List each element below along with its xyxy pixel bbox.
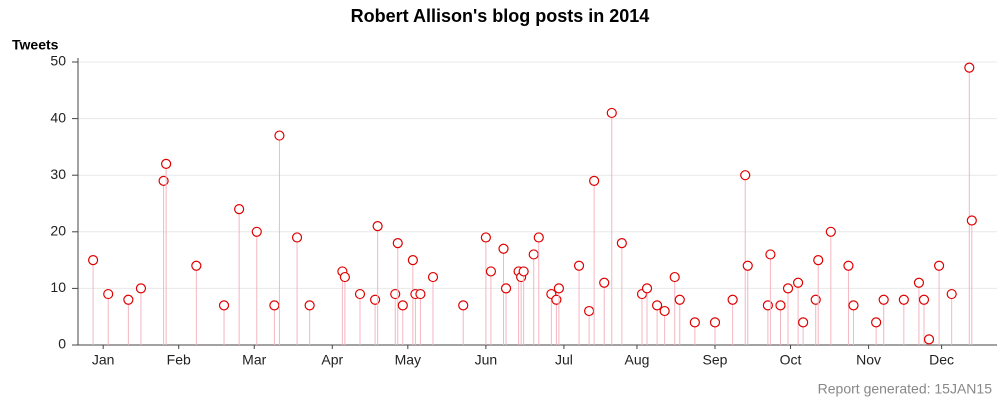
chart-title: Robert Allison's blog posts in 2014 — [351, 6, 650, 26]
marker — [392, 238, 403, 249]
marker — [727, 294, 738, 305]
marker — [407, 255, 418, 266]
marker — [659, 305, 670, 317]
marker — [291, 232, 303, 243]
y-tick-label: 30 — [50, 166, 66, 182]
marker — [913, 277, 925, 288]
marker — [158, 175, 169, 186]
marker — [304, 300, 315, 311]
marker — [161, 158, 172, 169]
marker — [792, 277, 804, 288]
marker — [798, 317, 809, 328]
x-tick-label: Dec — [929, 352, 954, 368]
x-tick-label: Jul — [555, 352, 573, 368]
x-tick-label: Nov — [856, 352, 881, 368]
marker — [427, 271, 439, 283]
marker — [848, 300, 859, 311]
marker — [551, 294, 562, 305]
marker — [191, 260, 202, 271]
marker — [918, 294, 930, 305]
marker — [825, 226, 836, 237]
marker — [616, 238, 627, 249]
x-tick-label: Aug — [624, 352, 649, 368]
marker — [498, 243, 509, 254]
marker — [946, 288, 957, 300]
marker — [709, 317, 721, 328]
marker — [742, 260, 753, 271]
marker — [606, 107, 617, 119]
marker — [843, 260, 854, 271]
marker — [775, 300, 786, 311]
marker — [669, 271, 680, 283]
marker — [762, 300, 773, 311]
marker — [103, 288, 114, 300]
marker — [500, 283, 512, 294]
marker — [813, 255, 824, 266]
marker — [871, 317, 882, 328]
marker — [573, 260, 585, 271]
marker — [480, 232, 491, 243]
marker — [274, 130, 285, 141]
marker — [599, 277, 610, 288]
marker — [397, 300, 408, 311]
marker — [674, 294, 685, 305]
marker — [933, 260, 945, 271]
marker — [553, 283, 565, 294]
x-tick-label: Sep — [703, 352, 728, 368]
x-tick-label: Oct — [780, 352, 802, 368]
marker — [269, 300, 280, 311]
y-tick-label: 20 — [50, 223, 66, 239]
marker — [518, 266, 529, 277]
x-tick-label: Feb — [167, 352, 191, 368]
marker — [88, 255, 99, 266]
marker — [589, 175, 600, 186]
marker — [234, 204, 245, 215]
marker — [415, 288, 426, 300]
x-tick-label: Apr — [321, 352, 343, 368]
marker — [966, 215, 977, 226]
marker — [765, 249, 776, 260]
marker — [485, 266, 497, 277]
marker — [689, 317, 700, 328]
marker — [810, 294, 821, 305]
y-tick-label: 50 — [50, 53, 66, 69]
x-tick-label: Jan — [92, 352, 115, 368]
marker — [533, 232, 544, 243]
marker — [354, 288, 366, 300]
footnote: Report generated: 15JAN15 — [818, 381, 993, 397]
y-tick-label: 10 — [50, 279, 66, 295]
marker — [251, 226, 262, 237]
marker — [964, 62, 975, 73]
marker — [135, 283, 147, 294]
marker — [584, 305, 595, 317]
y-tick-label: 40 — [50, 109, 66, 125]
x-tick-label: May — [395, 352, 421, 368]
marker — [782, 283, 794, 294]
marker — [123, 294, 134, 305]
marker — [740, 170, 751, 181]
marker — [390, 288, 401, 300]
x-tick-label: Jun — [475, 352, 498, 368]
marker — [458, 300, 469, 311]
marker — [372, 221, 383, 232]
x-tick-label: Mar — [242, 352, 266, 368]
marker — [218, 300, 230, 311]
y-axis-label: Tweets — [12, 37, 59, 53]
marker — [641, 283, 653, 294]
y-tick-label: 0 — [58, 336, 66, 352]
marker — [528, 249, 539, 260]
marker — [370, 294, 381, 305]
marker — [923, 334, 935, 345]
marker — [898, 294, 909, 305]
marker — [339, 271, 350, 283]
marker — [651, 300, 663, 311]
marker — [878, 294, 889, 305]
